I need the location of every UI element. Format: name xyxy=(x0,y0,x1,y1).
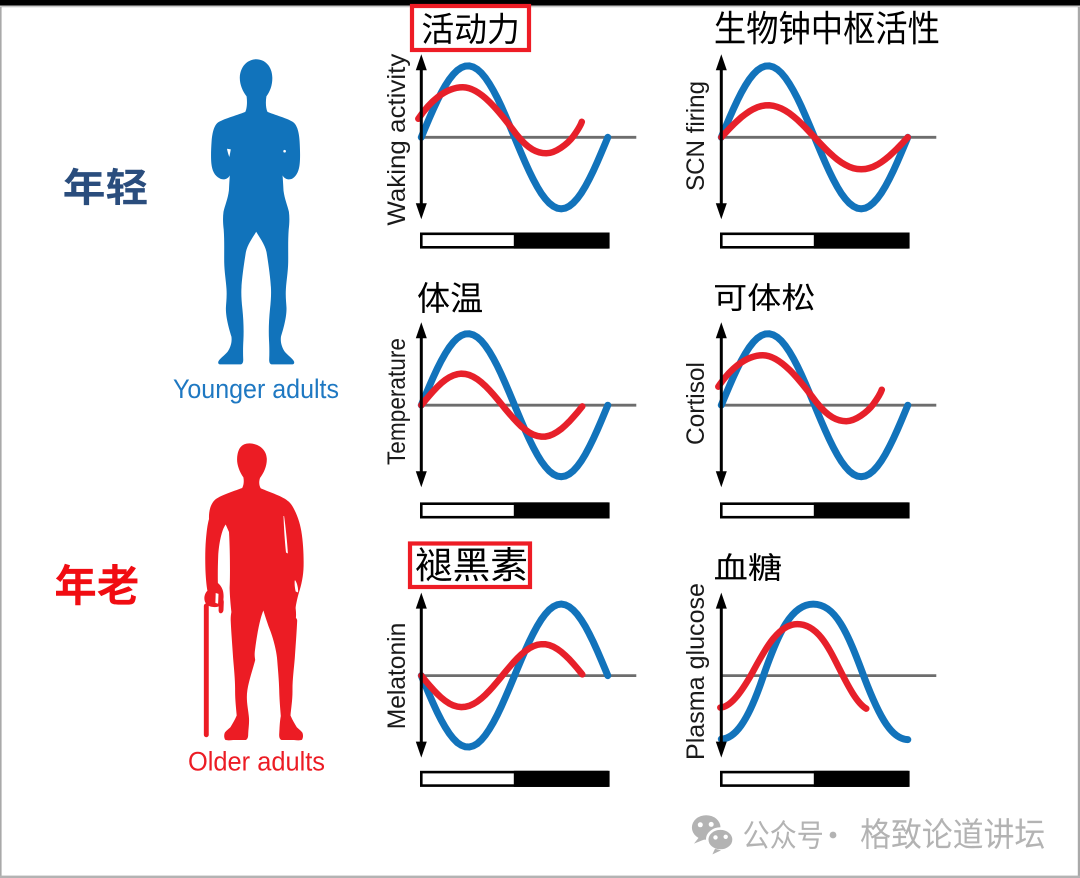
svg-text:Waking activity: Waking activity xyxy=(383,53,411,226)
svg-text:Plasma glucose: Plasma glucose xyxy=(682,583,710,760)
svg-text:SCN firing: SCN firing xyxy=(682,81,710,191)
svg-text:Younger adults: Younger adults xyxy=(173,374,339,404)
svg-text:Older adults: Older adults xyxy=(188,747,325,777)
svg-text:Melatonin: Melatonin xyxy=(383,623,411,730)
svg-text:Temperature: Temperature xyxy=(383,338,411,465)
svg-text:Cortisol: Cortisol xyxy=(682,362,710,445)
